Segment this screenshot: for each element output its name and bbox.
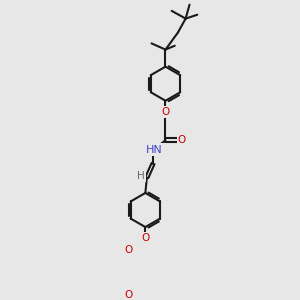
Text: O: O — [124, 245, 132, 255]
Text: O: O — [141, 233, 149, 243]
Text: O: O — [161, 107, 169, 117]
Text: H: H — [137, 171, 145, 181]
Text: HN: HN — [146, 145, 163, 154]
Text: O: O — [124, 290, 133, 300]
Text: O: O — [178, 135, 186, 145]
